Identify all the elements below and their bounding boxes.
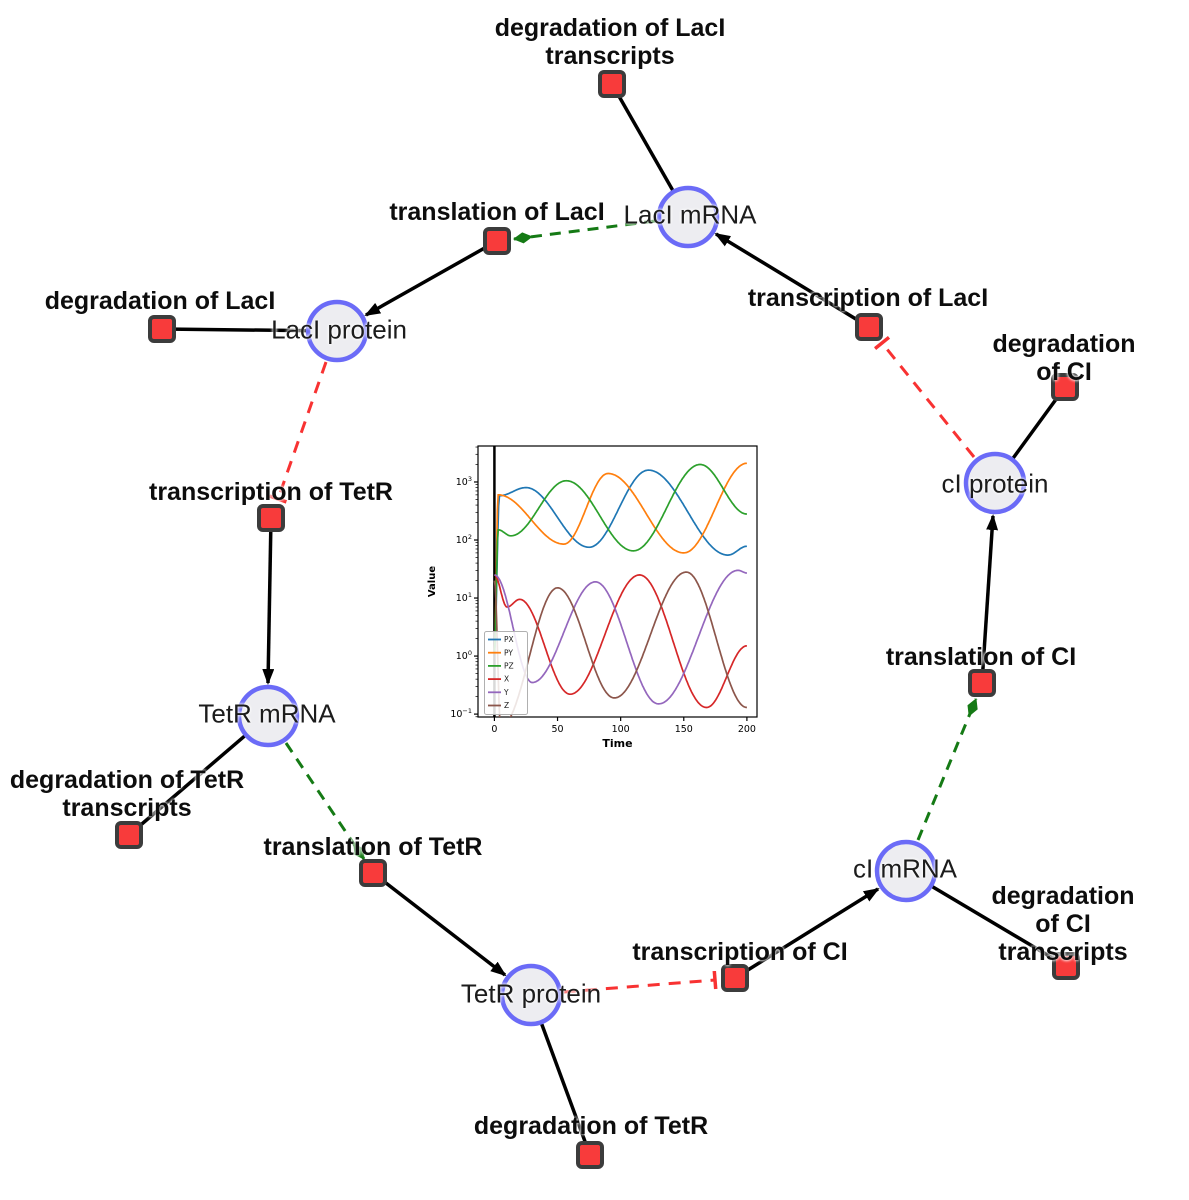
edge-transcription-tetr-to-mrna: [262, 517, 275, 685]
species-label-ci-mrna: cI mRNA: [853, 853, 957, 884]
reaction-label-translation-tetr: translation of TetR: [263, 833, 483, 861]
species-label-ci-protein: cI protein: [941, 468, 1049, 499]
y-tick-label: 101: [456, 591, 472, 604]
edge-tetr-protein-inhibits-transcription-ci: [563, 970, 718, 994]
species-node-laci-protein[interactable]: [305, 299, 369, 363]
reaction-node-degradation-tetr[interactable]: [576, 1141, 604, 1169]
legend-label-X: X: [504, 675, 509, 684]
reaction-node-translation-laci[interactable]: [483, 227, 511, 255]
reaction-node-degradation-tetr-transcripts[interactable]: [115, 821, 143, 849]
reaction-node-transcription-ci[interactable]: [721, 964, 749, 992]
species-node-tetr-protein[interactable]: [499, 963, 563, 1027]
reaction-node-transcription-laci[interactable]: [855, 313, 883, 341]
species-node-ci-mrna[interactable]: [874, 839, 938, 903]
legend-label-Y: Y: [503, 688, 509, 697]
y-tick-label: 102: [456, 533, 472, 546]
x-tick-label: 200: [738, 724, 756, 735]
reaction-node-translation-ci[interactable]: [968, 669, 996, 697]
edge-translation-ci-to-protein: [980, 514, 999, 684]
chart-series-PX: [493, 469, 747, 652]
species-label-tetr-protein: TetR protein: [460, 978, 602, 1009]
species-node-ci-protein[interactable]: [963, 451, 1027, 515]
reaction-node-transcription-tetr[interactable]: [257, 504, 285, 532]
x-tick-label: 50: [551, 724, 563, 735]
y-tick-label: 10−1: [450, 707, 472, 720]
x-axis-label: Time: [602, 737, 632, 750]
reaction-label-transcription-laci: transcription of LacI: [747, 284, 989, 312]
species-label-tetr-mrna: TetR mRNA: [198, 698, 336, 729]
reaction-node-degradation-ci-transcripts[interactable]: [1052, 952, 1080, 980]
reaction-node-translation-tetr[interactable]: [359, 859, 387, 887]
y-axis-label: Value: [427, 566, 438, 597]
reaction-label-translation-laci: translation of LacI: [389, 198, 605, 226]
edge-translation-tetr-to-protein: [371, 871, 507, 977]
y-tick-label: 103: [456, 475, 472, 488]
species-node-tetr-mrna[interactable]: [236, 684, 300, 748]
legend-label-PZ: PZ: [504, 662, 514, 671]
reaction-node-degradation-laci[interactable]: [148, 315, 176, 343]
legend-label-PY: PY: [504, 648, 513, 657]
edge-laci-protein-inhibits-transcription-tetr: [268, 361, 328, 504]
chart-series-PY: [493, 462, 747, 652]
edge-tetr-mrna-modifies-translation: [284, 742, 366, 860]
reaction-label-transcription-tetr: transcription of TetR: [149, 478, 393, 506]
reaction-node-degradation-ci[interactable]: [1051, 373, 1079, 401]
x-tick-label: 150: [675, 724, 693, 735]
chart-series-PZ: [493, 463, 748, 652]
x-tick-label: 0: [491, 724, 497, 735]
edge-transcription-laci-to-mrna: [714, 232, 870, 329]
y-tick-label: 100: [456, 649, 472, 662]
reaction-label-degradation-ci-transcripts: degradation of CI transcripts: [991, 882, 1135, 966]
edge-ci-mrna-modifies-translation: [916, 698, 978, 841]
reaction-label-degradation-tetr: degradation of TetR: [473, 1112, 709, 1140]
reaction-label-degradation-tetr-transcripts: degradation of TetR transcripts: [9, 766, 245, 822]
edge-translation-laci-to-protein: [364, 239, 498, 317]
legend-label-Z: Z: [504, 701, 509, 710]
edge-transcription-ci-to-mrna: [734, 887, 880, 980]
reaction-label-degradation-laci: degradation of LacI: [44, 287, 276, 315]
x-tick-label: 100: [612, 724, 630, 735]
chart-series-Y: [494, 569, 747, 705]
chart-series-X: [494, 574, 748, 709]
species-node-laci-mrna[interactable]: [656, 185, 720, 249]
chart-series-Z: [493, 571, 748, 717]
reaction-node-degradation-laci-transcripts[interactable]: [598, 70, 626, 98]
reaction-label-degradation-ci: degradation of CI: [992, 330, 1136, 386]
reaction-label-translation-ci: translation of CI: [885, 643, 1077, 671]
legend-label-PX: PX: [504, 635, 514, 644]
edge-ci-protein-inhibits-transcription-laci: [873, 335, 976, 458]
chart-legend: PX PY PZ XYZ: [484, 631, 528, 715]
edge-laci-mrna-modifies-translation: [513, 219, 656, 244]
reaction-label-degradation-laci-transcripts: degradation of LacI transcripts: [494, 14, 726, 70]
species-label-laci-protein: LacI protein: [271, 314, 407, 345]
reaction-label-transcription-ci: transcription of CI: [632, 938, 848, 966]
species-label-laci-mrna: LacI mRNA: [623, 199, 757, 230]
